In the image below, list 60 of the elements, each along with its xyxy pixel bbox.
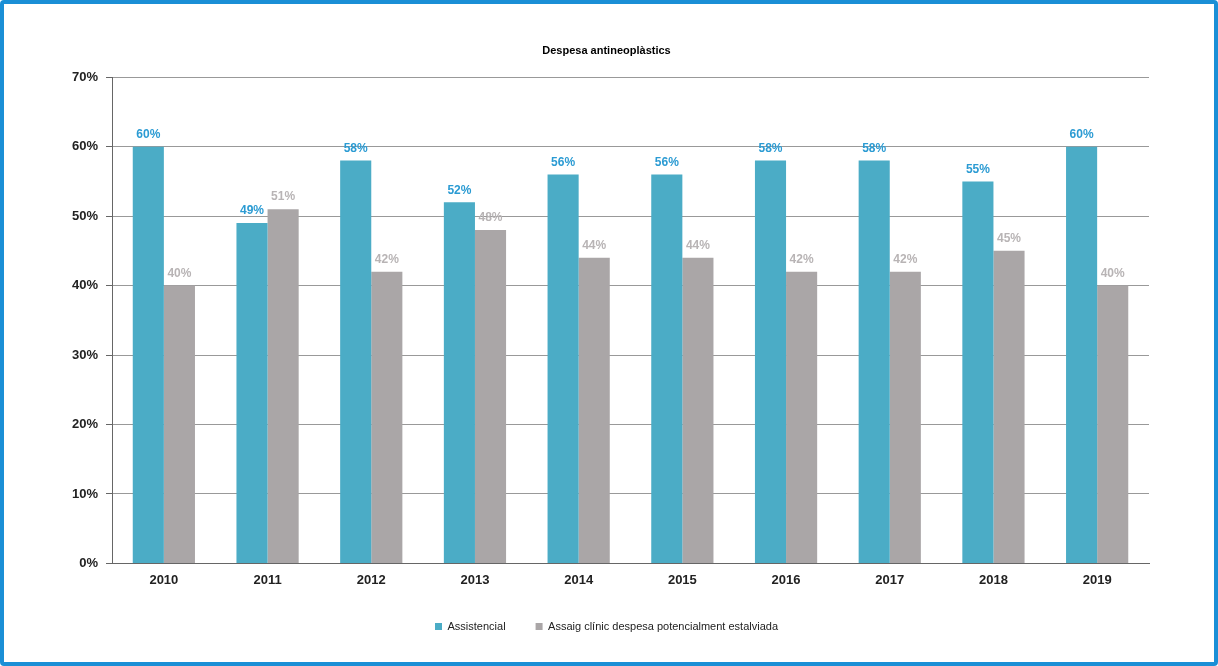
- data-label: 58%: [758, 140, 783, 155]
- data-label: 58%: [343, 140, 369, 155]
- bar: [786, 271, 818, 563]
- chart-title: Despesa antineoplàstics: [542, 43, 671, 56]
- x-tick-label: 2016: [771, 571, 801, 587]
- bar: [132, 146, 164, 563]
- bar: [858, 160, 890, 563]
- data-label: 42%: [789, 251, 814, 266]
- x-tick-label: 2011: [253, 571, 282, 587]
- legend-label: Assaig clínic despesa potencialment estalviada: [548, 619, 779, 632]
- y-tick-label: 10%: [71, 485, 99, 501]
- bar: [578, 257, 610, 563]
- bar: [474, 230, 507, 563]
- bar: [236, 223, 268, 563]
- x-tick-label: 2014: [564, 571, 594, 587]
- bar: [993, 250, 1025, 563]
- data-label: 40%: [167, 265, 192, 280]
- bar: [163, 285, 195, 563]
- data-label: 58%: [862, 140, 887, 155]
- legend-label: Assistencial: [447, 619, 506, 632]
- y-tick-label: 0%: [79, 554, 99, 570]
- data-label: 49%: [240, 203, 265, 218]
- bar: [443, 202, 475, 563]
- data-label: 44%: [582, 238, 607, 253]
- y-tick-label: 40%: [71, 277, 99, 293]
- bar: [340, 160, 372, 563]
- x-tick-label: 2013: [460, 571, 490, 587]
- bar: [754, 160, 787, 563]
- bar: [1097, 285, 1129, 563]
- data-label: 42%: [893, 251, 918, 266]
- y-tick-label: 60%: [71, 138, 99, 154]
- data-label: 42%: [374, 251, 400, 266]
- data-label: 45%: [996, 231, 1022, 246]
- data-label: 51%: [271, 189, 296, 204]
- x-tick-label: 2019: [1082, 571, 1112, 587]
- y-tick-label: 20%: [71, 416, 99, 432]
- x-tick-label: 2015: [667, 571, 697, 587]
- data-label: 60%: [136, 126, 161, 141]
- bar: [962, 181, 994, 563]
- x-tick-label: 2017: [875, 571, 905, 587]
- bar: [547, 174, 579, 563]
- bar: [267, 209, 299, 563]
- data-label: 60%: [1069, 126, 1094, 141]
- y-tick-label: 50%: [71, 207, 99, 223]
- bar: [651, 174, 683, 563]
- data-label: 52%: [447, 182, 472, 197]
- bar: [371, 271, 403, 563]
- bar: [682, 257, 714, 563]
- data-label: 44%: [685, 238, 711, 253]
- data-label: 56%: [551, 154, 576, 169]
- x-tick-label: 2010: [149, 571, 179, 587]
- data-label: 40%: [1100, 265, 1126, 280]
- y-tick-label: 70%: [71, 68, 99, 84]
- bar: [1066, 146, 1098, 563]
- data-label: 56%: [654, 154, 680, 169]
- bar: [889, 271, 921, 563]
- x-tick-label: 2012: [356, 571, 386, 587]
- x-tick-label: 2018: [978, 571, 1008, 587]
- data-label: 55%: [965, 161, 991, 176]
- y-tick-label: 30%: [71, 346, 99, 362]
